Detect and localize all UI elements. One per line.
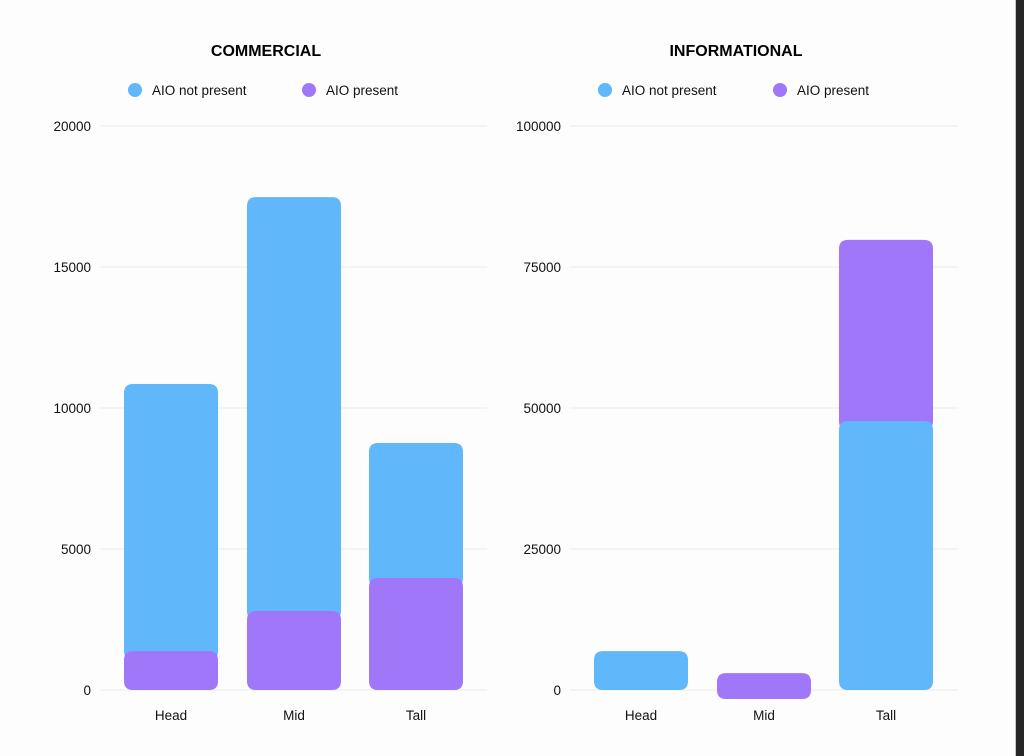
bar-mid-present[interactable] [717, 673, 811, 699]
y-tick-label: 50000 [523, 401, 561, 416]
y-tick-label: 10000 [53, 401, 91, 416]
legend-swatch [773, 83, 787, 97]
y-tick-label: 20000 [53, 119, 91, 134]
legend-swatch [302, 83, 316, 97]
bar-head-present[interactable] [124, 651, 218, 690]
scrollbar[interactable] [1016, 0, 1024, 756]
legend-label[interactable]: AIO not present [152, 83, 247, 98]
bar-mid-not-present[interactable] [247, 197, 341, 621]
legend-label[interactable]: AIO not present [622, 83, 717, 98]
scrollbar-border [1015, 0, 1016, 756]
chart-informational: INFORMATIONAL AIO not present AIO present 0… [516, 43, 958, 723]
legend-swatch [128, 83, 142, 97]
x-tick-label: Head [625, 708, 657, 723]
y-tick-label: 15000 [53, 260, 91, 275]
legend-swatch [598, 83, 612, 97]
chart-title: INFORMATIONAL [669, 43, 802, 60]
chart-commercial: COMMERCIAL AIO not present AIO present 0 500… [53, 43, 487, 723]
legend-label[interactable]: AIO present [326, 83, 398, 98]
bar-mid-present[interactable] [247, 611, 341, 690]
y-tick-label: 25000 [523, 542, 561, 557]
y-tick-label: 75000 [523, 260, 561, 275]
chart-title: COMMERCIAL [211, 43, 321, 60]
y-tick-label: 0 [83, 683, 91, 698]
x-tick-label: Tall [406, 708, 426, 723]
bar-tall-present[interactable] [839, 239, 933, 430]
y-tick-label: 5000 [61, 542, 91, 557]
bar-tall-present[interactable] [369, 578, 463, 690]
bar-head-not-present[interactable] [594, 651, 688, 690]
legend-label[interactable]: AIO present [797, 83, 869, 98]
x-tick-label: Tall [876, 708, 896, 723]
bar-tall-not-present[interactable] [369, 442, 463, 588]
bar-head-not-present[interactable] [124, 384, 218, 661]
y-tick-label: 0 [553, 683, 561, 698]
x-tick-label: Mid [283, 708, 305, 723]
y-tick-label: 100000 [516, 119, 561, 134]
bar-tall-not-present[interactable] [839, 420, 933, 690]
x-tick-label: Head [155, 708, 187, 723]
x-tick-label: Mid [753, 708, 775, 723]
